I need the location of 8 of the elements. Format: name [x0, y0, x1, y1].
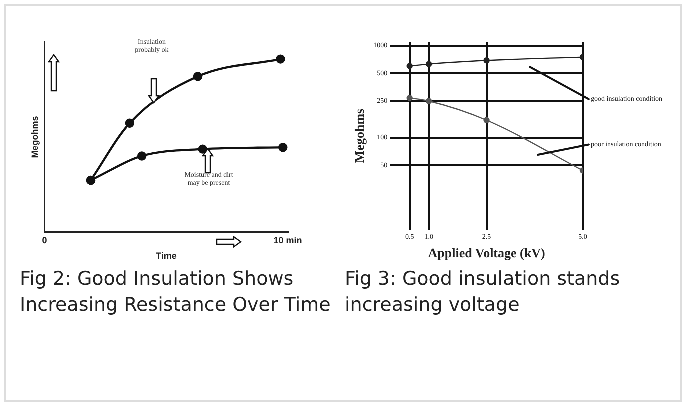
- y-axis-title: Megohms: [30, 116, 40, 158]
- x-axis-title: Applied Voltage (kV): [428, 246, 546, 261]
- y-axis-title: Megohms: [352, 108, 368, 164]
- x-tick-label: 0: [42, 235, 48, 246]
- x-axis-title: Time: [156, 251, 177, 262]
- x-tick-label: 10 min: [274, 235, 302, 246]
- caption: Fig 2: Good Insulation Shows Increasing Resistance Over Time: [20, 267, 332, 318]
- caption: Fig 3: Good insulation stands increasing voltage: [345, 267, 622, 318]
